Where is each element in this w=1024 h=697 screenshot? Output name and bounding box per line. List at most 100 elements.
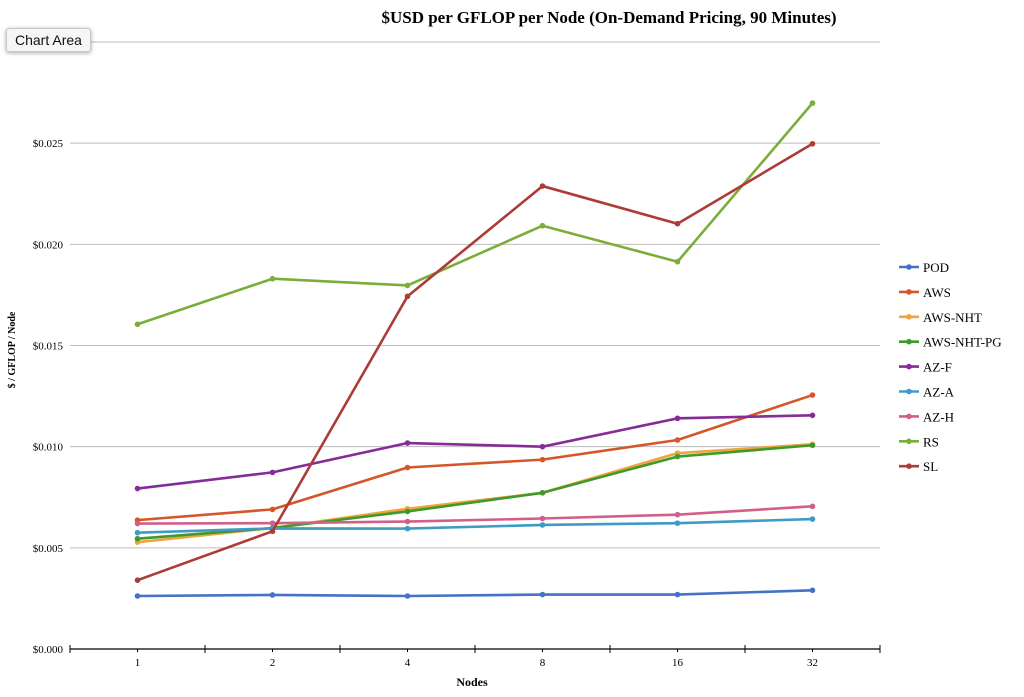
data-point <box>134 577 141 584</box>
data-point <box>134 529 141 536</box>
data-point <box>134 485 141 492</box>
chart-title: $USD per GFLOP per Node (On-Demand Prici… <box>381 8 836 27</box>
legend: POD AWS AWS-NHT AWS-NHT-PG AZ-F AZ-A AZ-H RS SL <box>899 260 1002 474</box>
legend-label: AWS <box>923 285 951 300</box>
series-line <box>136 142 814 582</box>
x-axis-title: Nodes <box>456 675 488 689</box>
legend-marker <box>906 413 912 420</box>
legend-item: AZ-F <box>899 360 952 375</box>
legend-label: AZ-F <box>923 360 952 375</box>
x-tick-label: 8 <box>540 657 546 669</box>
series-pod <box>134 587 816 599</box>
legend-label: AWS-NHT <box>923 310 982 325</box>
series-line <box>136 443 814 541</box>
data-point <box>539 456 546 463</box>
data-point <box>674 453 681 460</box>
axes: $0.000 $0.005 $0.010 $0.015 $0.020 $0.025 1 2 4 8… <box>33 138 881 669</box>
data-point <box>539 443 546 450</box>
chart-area-tooltip: Chart Area <box>6 28 91 52</box>
y-tick-label: $0.000 <box>33 644 64 656</box>
y-tick-label: $0.015 <box>33 341 64 353</box>
data-point <box>269 520 276 526</box>
data-point <box>674 437 681 443</box>
series-lines <box>134 100 816 599</box>
legend-marker <box>906 463 912 470</box>
data-point <box>404 518 411 525</box>
data-point <box>269 469 276 476</box>
data-point <box>809 516 816 522</box>
data-point <box>674 511 681 518</box>
gridlines <box>70 41 880 549</box>
data-point <box>539 489 546 496</box>
series-line <box>136 393 814 522</box>
legend-label: AWS-NHT-PG <box>923 335 1002 350</box>
x-tick-label: 32 <box>807 657 818 669</box>
legend-item: AZ-A <box>899 385 955 400</box>
legend-item: AWS-NHT-PG <box>899 335 1002 350</box>
legend-marker <box>906 363 912 370</box>
series-az-h <box>134 503 816 527</box>
series-line <box>136 505 814 525</box>
legend-label: AZ-H <box>923 409 954 424</box>
data-point <box>674 258 681 265</box>
data-point <box>269 275 276 282</box>
data-point <box>404 508 411 515</box>
y-tick-label: $0.020 <box>33 239 64 251</box>
data-point <box>134 593 141 599</box>
series-line <box>136 517 814 534</box>
data-point <box>809 587 816 594</box>
legend-item: POD <box>899 260 949 275</box>
data-point <box>674 520 681 526</box>
y-tick-label: $0.010 <box>33 442 64 454</box>
x-tick-label: 4 <box>405 657 411 669</box>
data-point <box>674 591 681 598</box>
data-point <box>809 100 816 106</box>
legend-marker <box>906 388 912 395</box>
data-point <box>809 392 816 398</box>
legend-marker <box>906 289 912 295</box>
data-point <box>404 525 411 532</box>
data-point <box>539 222 546 229</box>
series-line <box>136 101 814 326</box>
data-point <box>809 503 816 510</box>
legend-marker <box>906 264 912 270</box>
legend-label: RS <box>923 434 939 449</box>
x-tick-label: 16 <box>672 657 684 669</box>
data-point <box>539 515 546 522</box>
legend-marker <box>906 314 912 320</box>
data-point <box>134 520 141 527</box>
data-point <box>809 412 816 419</box>
data-point <box>404 464 411 471</box>
series-aws <box>134 392 816 523</box>
data-point <box>404 293 411 300</box>
legend-label: POD <box>923 260 949 275</box>
data-point <box>404 440 411 446</box>
y-tick-label: $0.025 <box>33 138 64 150</box>
data-point <box>269 506 276 513</box>
legend-item: SL <box>899 459 938 474</box>
legend-label: AZ-A <box>923 385 955 400</box>
data-point <box>809 140 816 147</box>
data-point <box>674 220 681 227</box>
data-point <box>404 282 411 289</box>
legend-item: AWS <box>899 285 951 300</box>
data-point <box>134 535 141 542</box>
data-point <box>134 321 141 328</box>
series-rs <box>134 100 816 328</box>
data-point <box>539 522 546 528</box>
y-tick-label: $0.005 <box>33 543 64 555</box>
y-axis-title: $ / GFLOP / Node <box>7 311 18 388</box>
x-tick-label: 2 <box>270 657 276 669</box>
legend-item: RS <box>899 434 939 449</box>
x-tick-label: 1 <box>135 657 141 669</box>
legend-item: AWS-NHT <box>899 310 982 325</box>
legend-marker <box>906 338 912 345</box>
series-sl <box>134 140 816 584</box>
series-az-f <box>134 412 816 492</box>
data-point <box>539 183 546 189</box>
data-point <box>404 593 411 599</box>
data-point <box>809 442 816 449</box>
series-line <box>136 414 814 490</box>
legend-marker <box>906 438 912 445</box>
